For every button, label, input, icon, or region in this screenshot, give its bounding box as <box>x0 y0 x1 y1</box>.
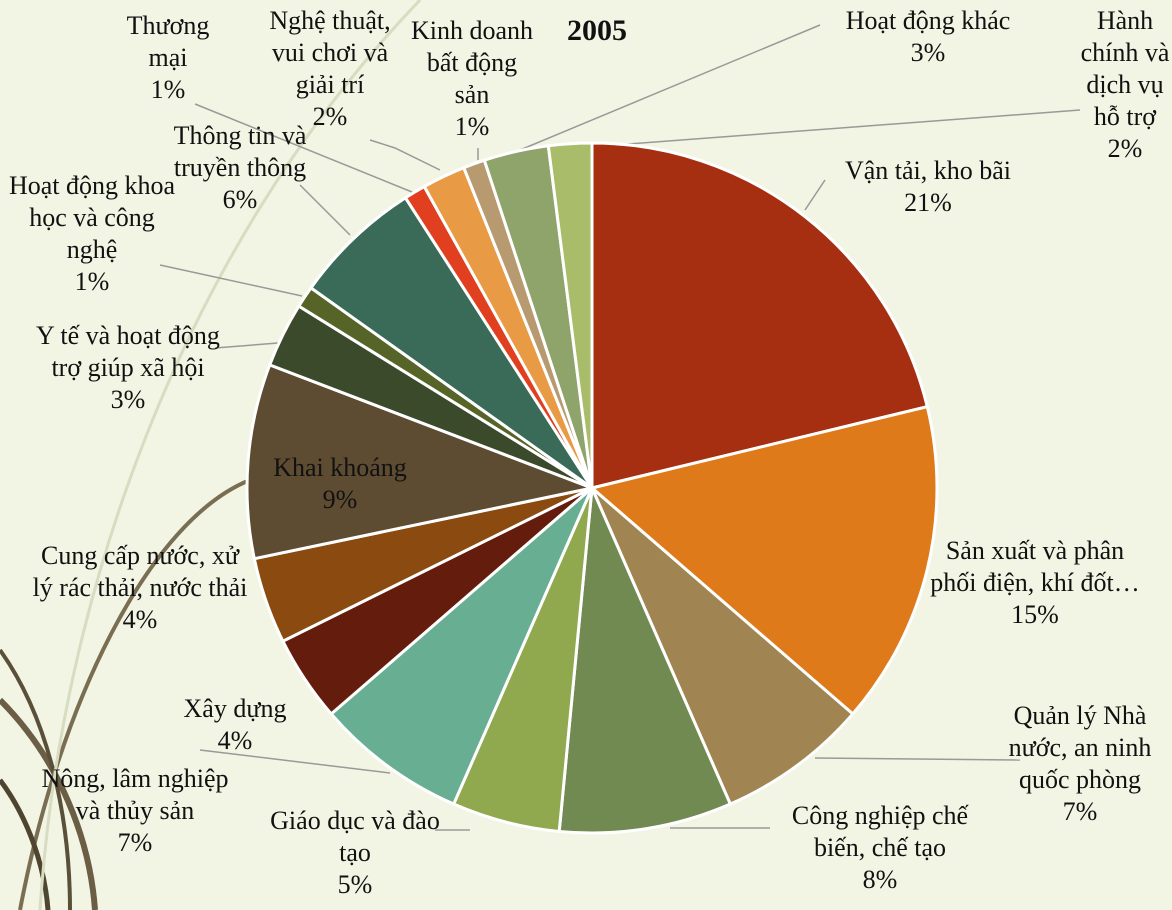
slice-percent: 7% <box>117 828 153 857</box>
chart-title: 2005 <box>567 14 627 47</box>
pie-slice <box>329 486 594 807</box>
pie-slice <box>546 141 594 489</box>
slice-name: Nghệ thuật, vui chơi và giải trí <box>269 6 391 99</box>
slice-label: Sản xuất và phân phối điện, khí đốt… 15% <box>930 535 1140 631</box>
slice-label: Khai khoáng 9% <box>255 452 425 516</box>
slice-percent: 8% <box>862 865 898 894</box>
slice-percent: 15% <box>1011 600 1059 629</box>
slice-label: Công nghiệp chế biến, chế tạo 8% <box>765 800 995 896</box>
slice-label: Nông, lâm nghiệp và thủy sản 7% <box>35 763 235 859</box>
slice-percent: 21% <box>904 188 952 217</box>
slice-label: Quản lý Nhà nước, an ninh quốc phòng 7% <box>990 700 1170 828</box>
slice-label: Cung cấp nước, xử lý rác thải, nước thải… <box>30 540 250 636</box>
slice-label: Kinh doanh bất động sản 1% <box>407 15 537 143</box>
slice-label: Nghệ thuật, vui chơi và giải trí 2% <box>260 5 400 133</box>
slice-name: Y tế và hoạt động trợ giúp xã hội <box>36 321 220 382</box>
slice-name: Khai khoáng <box>273 453 407 482</box>
slice-percent: 3% <box>110 385 146 414</box>
slice-name: Thông tin và truyền thông <box>173 121 307 182</box>
slice-name: Xây dựng <box>183 694 287 723</box>
slice-name: Cung cấp nước, xử lý rác thải, nước thải <box>32 541 248 602</box>
slice-name: Sản xuất và phân phối điện, khí đốt… <box>930 536 1140 597</box>
slice-name: Hành chính và dịch vụ hỗ trợ <box>1080 6 1170 131</box>
pie-slice <box>245 362 598 561</box>
slice-percent: 2% <box>312 102 348 131</box>
slice-percent: 1% <box>454 112 490 141</box>
slice-name: Giáo dục và đào tạo <box>270 806 440 867</box>
slice-name: Thương mại <box>126 11 210 72</box>
slice-label: Giáo dục và đào tạo 5% <box>270 805 440 901</box>
slice-label: Thông tin và truyền thông 6% <box>170 120 310 216</box>
pie-slice <box>590 486 855 807</box>
slice-percent: 7% <box>1062 797 1098 826</box>
slice-percent: 4% <box>122 605 158 634</box>
background-decoration <box>0 0 422 910</box>
slice-percent: 3% <box>910 38 946 67</box>
slice-name: Công nghiệp chế biến, chế tạo <box>791 801 969 862</box>
slice-label: Hoạt động khác 3% <box>818 5 1038 69</box>
slice-percent: 9% <box>322 485 358 514</box>
slice-name: Vận tải, kho bãi <box>844 156 1012 185</box>
pie-slice <box>308 195 594 490</box>
leader-lines <box>159 24 1081 831</box>
slice-percent: 4% <box>217 726 253 755</box>
slice-name: Hoạt động khác <box>845 6 1011 35</box>
slice-name: Hoạt động khoa học và công nghệ <box>8 171 176 264</box>
slice-label: Vận tải, kho bãi 21% <box>813 155 1043 219</box>
slice-label: Hành chính và dịch vụ hỗ trợ 2% <box>1079 5 1171 165</box>
slice-label: Xây dựng 4% <box>160 693 310 757</box>
pie-slice <box>588 404 939 717</box>
pie-slice <box>590 141 930 490</box>
slice-label: Y tế và hoạt động trợ giúp xã hội 3% <box>33 320 223 416</box>
slice-percent: 6% <box>222 185 258 214</box>
slice-percent: 1% <box>150 75 186 104</box>
slice-percent: 5% <box>337 870 373 899</box>
slice-label: Thương mại 1% <box>113 10 223 106</box>
slice-label: Hoạt động khoa học và công nghệ 1% <box>2 170 182 298</box>
slice-name: Nông, lâm nghiệp và thủy sản <box>41 764 229 825</box>
pie-slice <box>557 482 733 835</box>
pie <box>245 141 939 835</box>
slice-name: Kinh doanh bất động sản <box>410 16 534 109</box>
slice-name: Quản lý Nhà nước, an ninh quốc phòng <box>1008 701 1152 794</box>
slice-percent: 1% <box>74 267 110 296</box>
slice-percent: 2% <box>1107 134 1143 163</box>
